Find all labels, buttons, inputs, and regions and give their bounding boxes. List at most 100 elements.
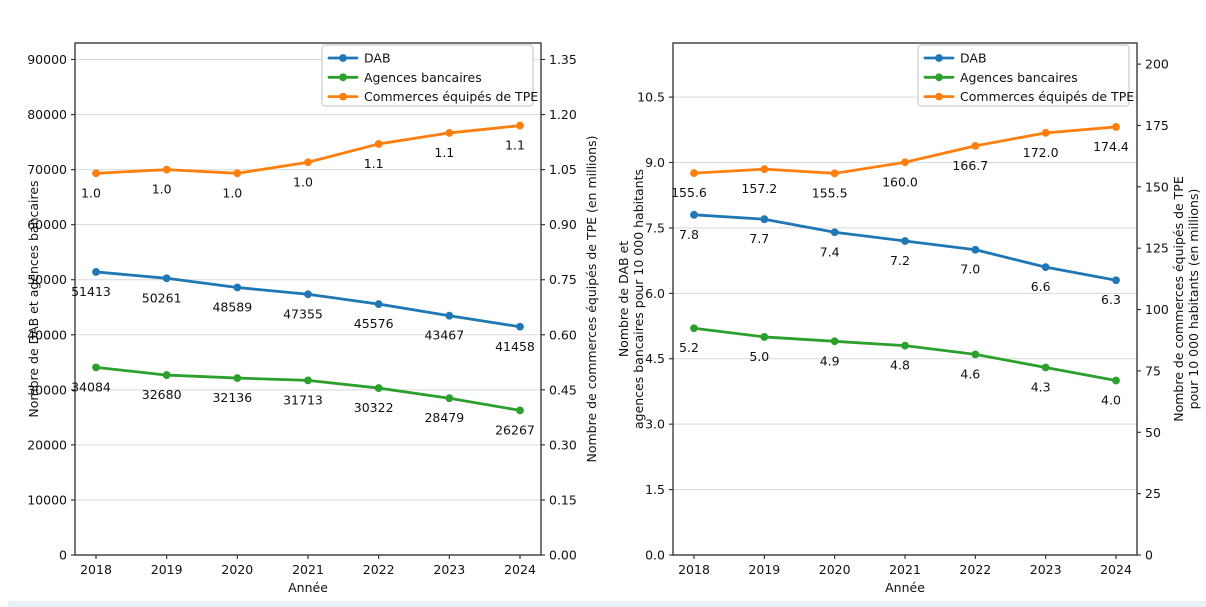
data-point-label: 155.6 [671,185,707,200]
x-tick-label: 2023 [433,562,465,577]
data-point-marker [233,283,242,292]
data-point-marker [830,228,839,237]
data-point-marker [1041,263,1050,272]
legend-entry-label: Commerces équipés de TPE [364,89,538,104]
data-point-marker [690,210,698,219]
y-right-tick-label: 0.45 [549,382,577,397]
y-right-tick-label: 0.15 [549,492,577,507]
y-left-tick-label: 50000 [27,272,67,287]
legend-marker [935,54,943,62]
legend: DAB Agences bancaires Commerces équipés de… [917,44,1134,107]
y-left-tick-label: 60000 [27,217,67,232]
x-axis-label: Année [288,580,328,595]
data-point-marker [971,350,980,359]
data-point-label: 1.0 [81,185,101,200]
data-point-label: 47355 [283,306,323,321]
data-point-marker [162,371,171,379]
y-left-tick-label: 1.5 [645,482,665,497]
data-point-label: 7.8 [679,227,699,242]
data-point-label: 5.0 [749,349,769,364]
data-point-marker [445,311,454,320]
data-point-label: 4.8 [890,358,910,373]
data-point-marker [233,374,242,382]
data-point-marker [1041,128,1050,137]
y-right-tick-label: 100 [1145,302,1169,317]
data-point-marker [516,406,524,415]
y-left-tick-label: 90000 [27,52,67,67]
data-point-label: 26267 [495,422,535,437]
data-point-marker [233,169,242,178]
y-right-axis-label: pour 10 000 habitants (en millions) [1186,189,1201,410]
legend-marker [339,54,347,62]
data-point-marker [830,169,839,178]
y-left-tick-label: 80000 [27,107,67,122]
data-point-label: 1.0 [152,182,172,197]
chart-0: 0 10000 20000 30000 40000 50000 60000 70000 8000… [26,42,599,595]
chart-1: 0.0 1.5 3.0 4.5 6.0 7.5 9.0 10.5 0 25 50 75 100 125 15… [616,42,1201,595]
x-tick-label: 2018 [678,562,710,577]
data-point-marker [830,337,839,346]
data-point-marker [374,300,383,308]
data-point-marker [1112,276,1120,285]
data-point-marker [92,268,100,276]
x-tick-label: 2024 [1100,562,1132,577]
legend-marker [339,73,347,82]
x-tick-label: 2022 [959,562,991,577]
data-point-label: 50261 [142,290,182,305]
y-left-tick-label: 3.0 [645,417,665,432]
y-left-axis-label: agences bancaires pour 10 000 habitants [631,169,646,429]
y-right-tick-label: 200 [1145,57,1169,72]
data-point-label: 32136 [212,390,252,405]
y-right-tick-label: 1.05 [549,162,577,177]
data-point-label: 43467 [424,328,464,343]
y-left-tick-label: 6.0 [645,286,665,301]
data-point-marker [760,333,769,341]
x-tick-label: 2021 [292,562,324,577]
data-point-label: 155.5 [812,185,848,200]
y-left-axis-label: Nombre de DAB et [616,241,631,357]
data-point-label: 157.2 [741,181,777,196]
data-point-label: 160.0 [882,174,918,189]
y-right-tick-label: 0.30 [549,437,577,452]
y-left-tick-label: 20000 [27,437,67,452]
data-point-label: 5.2 [679,340,699,355]
data-point-label: 7.4 [820,244,840,259]
data-point-marker [92,363,100,372]
legend-entry-label: DAB [364,51,391,66]
y-right-tick-label: 0.90 [549,217,577,232]
y-right-tick-label: 150 [1145,179,1169,194]
x-tick-label: 2020 [819,562,851,577]
data-point-label: 30322 [354,400,394,415]
data-point-label: 32680 [142,387,182,402]
data-point-marker [304,158,312,167]
data-point-marker [901,237,909,245]
x-tick-label: 2023 [1030,562,1062,577]
y-right-tick-label: 1.35 [549,52,577,67]
data-point-marker [374,384,383,392]
y-right-tick-label: 0.75 [549,272,577,287]
data-point-label: 1.0 [293,174,313,189]
data-point-marker [516,121,524,130]
data-point-marker [162,165,171,174]
x-tick-label: 2020 [221,562,253,577]
data-point-label: 7.2 [890,253,910,268]
data-point-marker [690,324,698,333]
data-point-marker [162,274,171,283]
legend-marker [339,92,347,101]
y-left-tick-label: 7.5 [645,220,665,235]
y-right-tick-label: 175 [1145,118,1169,133]
data-point-label: 4.6 [960,366,980,381]
x-tick-label: 2022 [363,562,395,577]
x-tick-label: 2019 [151,562,183,577]
data-point-label: 172.0 [1023,145,1059,160]
y-left-tick-label: 10.5 [637,90,665,105]
legend-entry-label: Commerces équipés de TPE [960,89,1134,104]
legend-box [917,44,1130,107]
data-point-label: 4.0 [1101,393,1121,408]
y-right-axis-label: Nombre de commerces équipés de TPE [1171,176,1186,422]
data-point-marker [760,215,769,224]
y-right-tick-label: 125 [1145,241,1169,256]
data-point-label: 51413 [71,284,111,299]
data-point-label: 28479 [424,410,464,425]
